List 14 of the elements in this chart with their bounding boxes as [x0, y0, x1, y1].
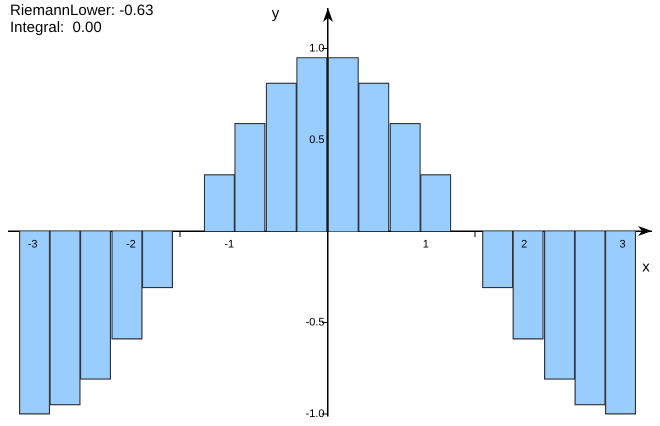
x-tick-label: -3 [28, 238, 38, 251]
x-tick-label: 1 [422, 238, 429, 251]
x-tick-label: 3 [619, 238, 626, 251]
y-tick-label: 0.5 [309, 134, 325, 146]
x-tick-label: -2 [126, 238, 136, 251]
annotation: Integral: 0.00 [10, 19, 103, 36]
y-tick-label: -1.0 [306, 408, 325, 420]
x-tick-label: 2 [521, 238, 528, 251]
y-axis-title: y [272, 5, 280, 22]
x-tick-label: -1 [224, 238, 234, 251]
annotation: RiemannLower: -0.63 [10, 2, 154, 19]
y-tick-label: 1.0 [309, 42, 325, 54]
x-axis-title: x [642, 258, 650, 276]
y-tick-label: -0.5 [306, 316, 325, 329]
